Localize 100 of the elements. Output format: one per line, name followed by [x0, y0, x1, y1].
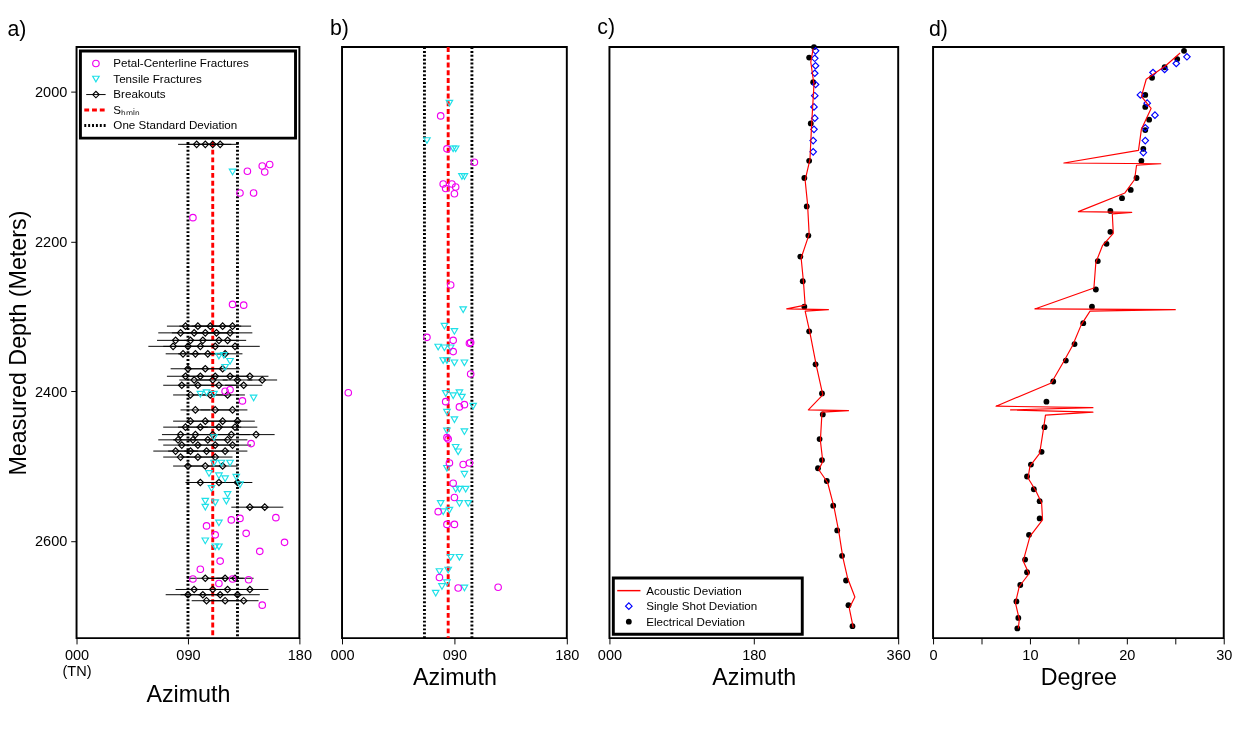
- point: [810, 103, 818, 111]
- point: [810, 54, 819, 63]
- point: [450, 416, 459, 424]
- point: [436, 112, 445, 120]
- x-tick-label: 000: [597, 646, 623, 663]
- x-tick-label: 000: [330, 646, 355, 663]
- point: [451, 485, 460, 493]
- point: [1119, 195, 1125, 202]
- point: [434, 343, 443, 351]
- point: [465, 459, 474, 467]
- point: [460, 359, 469, 367]
- point: [446, 344, 455, 352]
- chart-title: a): [7, 17, 27, 42]
- x-axis-title: Degree: [1040, 664, 1118, 691]
- point: [236, 189, 244, 197]
- point: [443, 579, 451, 587]
- point: [454, 584, 462, 592]
- point: [238, 397, 247, 405]
- point: [449, 479, 457, 488]
- point: [459, 306, 467, 314]
- point: [443, 427, 451, 435]
- point: [439, 508, 448, 516]
- point: [215, 543, 223, 551]
- x-tick-label: 000 (TN): [62, 646, 92, 680]
- point: [423, 137, 431, 144]
- point: [228, 168, 237, 176]
- chart-title: b): [329, 15, 349, 40]
- x-tick-label: 180: [742, 646, 767, 663]
- point: [249, 394, 258, 402]
- point: [450, 359, 459, 367]
- x-tick-label: 090: [442, 646, 468, 663]
- point: [210, 390, 218, 398]
- point: [1149, 68, 1157, 77]
- point: [455, 500, 464, 507]
- point: [460, 470, 469, 478]
- x-tick-label: 10: [1022, 646, 1039, 663]
- point: [423, 333, 431, 342]
- point: [236, 514, 244, 523]
- x-axis-title: Azimuth: [146, 680, 231, 707]
- legend-label: Tensile Fractures: [113, 71, 202, 85]
- point: [1014, 625, 1021, 632]
- point: [449, 392, 457, 400]
- y-tick-label: 2400: [35, 383, 68, 400]
- point: [460, 400, 469, 409]
- point: [454, 448, 462, 456]
- x-axis-title: Azimuth: [712, 664, 797, 691]
- point: [1139, 148, 1148, 157]
- x-tick-label: 090: [176, 646, 201, 663]
- point: [244, 575, 253, 584]
- point: [226, 385, 234, 394]
- point: [1136, 91, 1145, 99]
- point: [811, 61, 820, 70]
- point: [441, 390, 450, 397]
- point: [466, 370, 475, 378]
- point: [1043, 398, 1050, 405]
- legend-label: Petal-Centerline Fractures: [113, 56, 250, 70]
- point: [455, 389, 464, 397]
- y-tick-label: 2200: [35, 233, 68, 250]
- point: [210, 459, 218, 467]
- point: [221, 475, 229, 483]
- point: [494, 583, 502, 592]
- point: [215, 519, 223, 527]
- point: [810, 69, 819, 78]
- point: [215, 352, 223, 360]
- point: [445, 506, 454, 514]
- point: [460, 173, 469, 180]
- point: [809, 136, 817, 145]
- x-tick-label: 0: [929, 646, 938, 663]
- point: [439, 180, 448, 188]
- y-tick-label: 2000: [35, 84, 68, 101]
- point: [258, 162, 267, 170]
- point: [446, 281, 455, 289]
- point: [810, 125, 818, 134]
- point: [222, 497, 231, 505]
- x-tick-label: 360: [886, 646, 911, 663]
- point: [443, 408, 451, 416]
- point: [1036, 515, 1043, 522]
- point: [450, 520, 459, 529]
- point: [211, 531, 220, 539]
- point: [470, 158, 479, 167]
- point: [809, 147, 817, 156]
- point: [443, 520, 451, 529]
- point: [451, 443, 460, 451]
- point: [448, 180, 456, 188]
- point: [196, 390, 205, 398]
- point: [242, 529, 250, 538]
- point: [451, 145, 460, 153]
- point: [217, 459, 226, 467]
- legend-label: Sₕₘᵢₙ: [113, 102, 140, 116]
- x-tick-label: 180: [287, 646, 312, 663]
- point: [189, 213, 197, 222]
- point: [226, 459, 234, 467]
- point: [434, 507, 443, 516]
- point: [461, 485, 470, 493]
- point: [1183, 52, 1191, 61]
- point: [455, 485, 464, 493]
- point: [210, 434, 218, 441]
- point: [443, 357, 451, 364]
- point: [438, 583, 446, 590]
- point: [1172, 59, 1181, 68]
